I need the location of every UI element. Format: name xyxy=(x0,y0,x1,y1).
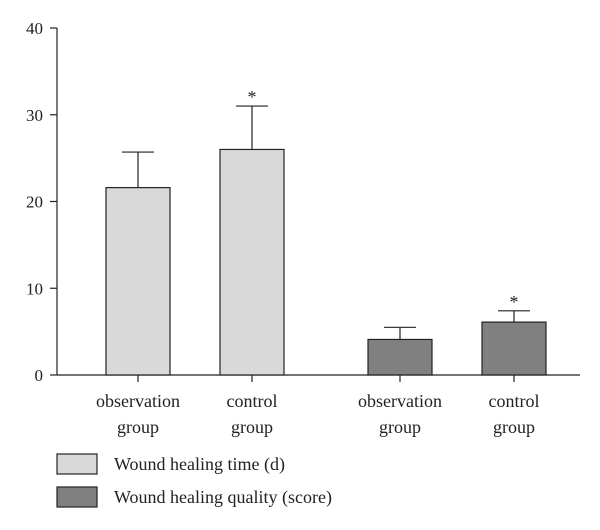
y-tick-label: 20 xyxy=(26,193,43,212)
y-tick-label: 0 xyxy=(35,366,44,385)
bar xyxy=(105,187,171,376)
chart-bars: ** xyxy=(105,87,547,376)
x-category-label-line1: control xyxy=(489,391,540,411)
significance-marker: * xyxy=(248,87,257,107)
x-category-label-line1: observation xyxy=(358,391,442,411)
y-tick-label: 40 xyxy=(26,19,43,38)
y-tick-label: 10 xyxy=(26,279,43,298)
bar xyxy=(367,338,433,376)
x-category-label-line2: group xyxy=(493,417,535,437)
legend-swatch xyxy=(56,453,98,475)
legend-label: Wound healing quality (score) xyxy=(114,487,332,508)
bar xyxy=(481,321,547,376)
x-category-label-line2: group xyxy=(117,417,159,437)
chart-legend: Wound healing time (d) Wound healing qual… xyxy=(56,453,332,508)
x-category-label-line2: group xyxy=(379,417,421,437)
x-category-label-line1: control xyxy=(227,391,278,411)
legend-swatch xyxy=(56,486,98,508)
bar xyxy=(219,148,285,376)
x-category-label-line2: group xyxy=(231,417,273,437)
chart-category-labels: observation group control group observation g… xyxy=(96,391,539,437)
x-category-label-line1: observation xyxy=(96,391,180,411)
significance-marker: * xyxy=(510,292,519,312)
y-tick-label: 30 xyxy=(26,106,43,125)
legend-label: Wound healing time (d) xyxy=(114,454,285,475)
